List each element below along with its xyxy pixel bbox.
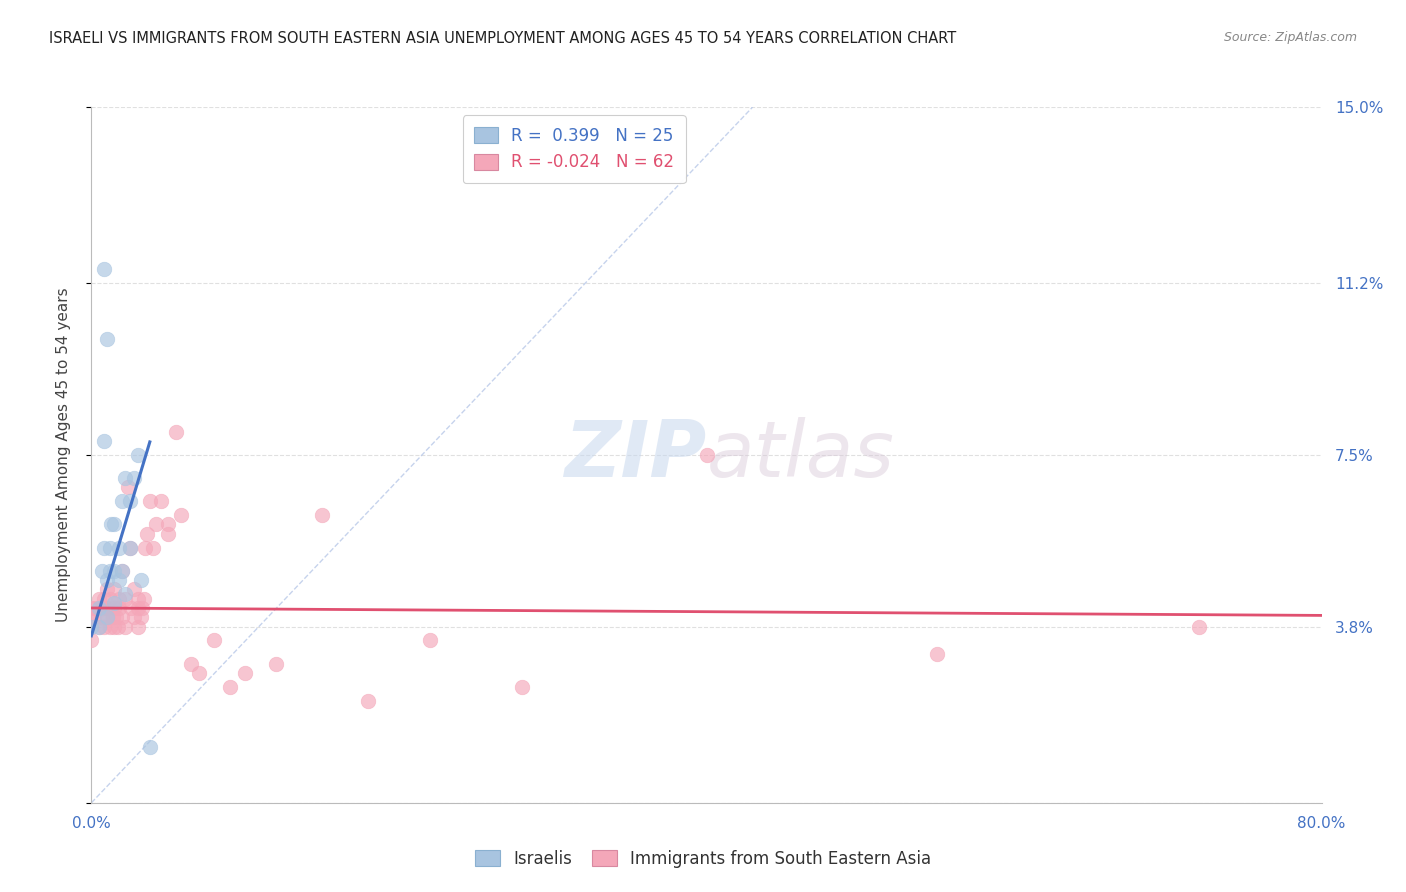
Point [127,591,149,606]
Point [233,665,256,680]
Point [131,601,153,615]
Point [129,573,152,587]
Point [218,680,240,694]
Point [157,517,180,532]
Text: ISRAELI VS IMMIGRANTS FROM SOUTH EASTERN ASIA UNEMPLOYMENT AMONG AGES 45 TO 54 Y: ISRAELI VS IMMIGRANTS FROM SOUTH EASTERN… [49,31,956,46]
Point [169,508,191,523]
Point [103,596,125,610]
Point [264,657,287,671]
Point [188,665,211,680]
Point [419,633,441,648]
Point [103,517,125,532]
Point [91,610,114,624]
Point [118,494,141,508]
Point [149,494,172,508]
Point [180,657,202,671]
Point [93,541,115,555]
Point [80,633,103,648]
Point [98,564,121,578]
Point [124,471,146,485]
Point [134,541,156,555]
Point [80,601,103,615]
Point [135,526,157,541]
Point [103,619,125,633]
Point [357,694,380,708]
Point [124,582,146,597]
Point [114,591,136,606]
Point [108,573,131,587]
Point [96,573,118,587]
Point [98,591,121,606]
Legend: Israelis, Immigrants from South Eastern Asia: Israelis, Immigrants from South Eastern … [468,844,938,875]
Y-axis label: Unemployment Among Ages 45 to 54 years: Unemployment Among Ages 45 to 54 years [56,287,70,623]
Legend: R =  0.399   N = 25, R = -0.024   N = 62: R = 0.399 N = 25, R = -0.024 N = 62 [463,115,686,183]
Point [87,619,110,633]
Point [93,434,115,448]
Point [80,610,103,624]
Point [111,494,134,508]
Point [87,619,110,633]
Point [111,564,134,578]
Point [91,564,114,578]
Point [103,582,125,597]
Point [114,587,136,601]
Point [202,633,225,648]
Point [127,619,149,633]
Point [103,601,125,615]
Point [84,601,107,615]
Point [96,610,118,624]
Point [93,591,115,606]
Point [510,680,533,694]
Point [87,591,110,606]
Point [103,564,125,578]
Point [165,425,187,439]
Text: Source: ZipAtlas.com: Source: ZipAtlas.com [1223,31,1357,45]
Point [96,332,118,346]
Point [127,601,149,615]
Text: atlas: atlas [706,417,894,493]
Point [118,541,141,555]
Point [101,610,124,624]
Point [132,591,155,606]
Point [118,541,141,555]
Point [114,471,136,485]
Point [87,601,110,615]
Point [100,517,122,532]
Point [114,619,136,633]
Point [139,494,162,508]
Point [93,619,115,633]
Point [139,740,162,755]
Point [98,619,121,633]
Point [96,601,118,615]
Point [98,541,121,555]
Point [129,610,152,624]
Point [157,526,180,541]
Point [111,564,134,578]
Point [108,541,131,555]
Point [311,508,333,523]
Point [107,619,129,633]
Text: ZIP: ZIP [564,417,706,493]
Point [1187,619,1209,633]
Point [117,480,139,494]
Point [120,601,142,615]
Point [96,610,118,624]
Point [696,448,718,462]
Point [105,610,127,624]
Point [96,582,118,597]
Point [142,541,165,555]
Point [127,448,149,462]
Point [91,601,114,615]
Point [83,610,105,624]
Point [93,262,115,277]
Point [927,648,949,662]
Point [80,619,103,633]
Point [111,610,134,624]
Point [108,591,131,606]
Point [108,601,131,615]
Point [145,517,167,532]
Point [124,610,146,624]
